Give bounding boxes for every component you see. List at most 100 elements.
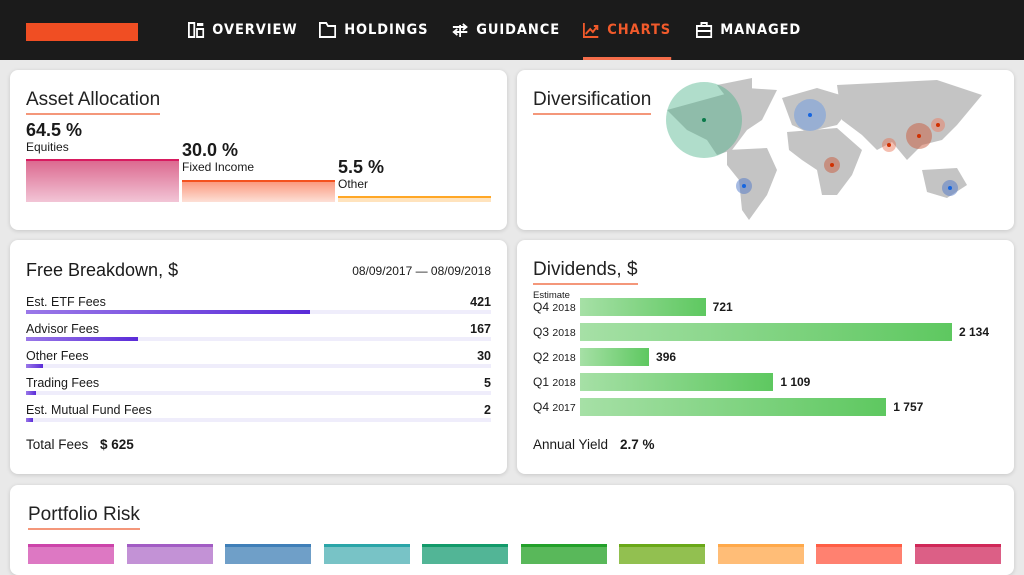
risk-level-swatch[interactable] [225, 544, 311, 564]
total-fees-label: Total Fees [26, 437, 89, 452]
bubble-africa[interactable] [824, 157, 840, 173]
dividend-row: Q4 2018 721 [533, 298, 1013, 316]
risk-level-swatch[interactable] [323, 544, 410, 564]
tab-label: GUIDANCE [476, 22, 561, 38]
region-bubbles [666, 82, 958, 196]
tab-label: OVERVIEW [212, 22, 298, 38]
fee-label: Other Fees [26, 349, 89, 363]
tab-label: MANAGED [720, 22, 802, 38]
fee-bar-track [26, 391, 491, 395]
bubble-north-america[interactable] [666, 82, 742, 158]
dividends-card: Dividends, $ Estimate Q4 2018 721 Q3 2018… [517, 240, 1014, 474]
dividend-row: Q4 2017 1 757 [533, 398, 1013, 416]
year: 2018 [552, 302, 576, 314]
bubble-japan[interactable] [931, 118, 945, 132]
brand-logo[interactable] [26, 23, 138, 41]
bubble-china[interactable] [906, 123, 932, 149]
folder-icon [319, 22, 337, 38]
fee-value: 421 [470, 295, 491, 309]
quarter: Q4 [533, 400, 550, 414]
continents [667, 78, 982, 220]
quarter: Q1 [533, 375, 550, 389]
risk-level-swatch[interactable] [126, 544, 213, 564]
annual-yield-label: Annual Yield [533, 437, 609, 452]
fee-row: Advisor Fees 167 [26, 322, 491, 341]
bubble-south-america[interactable] [736, 178, 752, 194]
risk-level-swatch[interactable] [914, 544, 1001, 564]
fee-row: Est. ETF Fees 421 [26, 295, 491, 314]
quarter-label: Q4 2017 [533, 400, 576, 414]
tab-label: HOLDINGS [344, 22, 429, 38]
tab-holdings[interactable]: HOLDINGS [319, 0, 428, 60]
fee-bar-fill [26, 418, 34, 422]
fee-label: Est. Mutual Fund Fees [26, 403, 152, 417]
quarter: Q4 [533, 300, 550, 314]
chart-line-icon [583, 23, 599, 38]
fee-bar-track [26, 364, 491, 368]
fee-row: Trading Fees 5 [26, 376, 491, 395]
risk-level-swatch[interactable] [422, 544, 508, 564]
risk-level-swatch[interactable] [717, 544, 804, 564]
card-title: Dividends, $ [533, 259, 638, 285]
tab-guidance[interactable]: GUIDANCE [452, 0, 560, 60]
fee-bar-fill [26, 337, 138, 341]
quarter-label: Q1 2018 [533, 375, 576, 389]
allocation-pct: 5.5 % [338, 157, 385, 177]
risk-level-swatch[interactable] [28, 544, 114, 564]
bubble-india[interactable] [882, 138, 896, 152]
allocation-pct: 64.5 % [26, 120, 83, 140]
tab-label: CHARTS [607, 22, 672, 38]
risk-level-swatch[interactable] [816, 544, 902, 564]
risk-level-swatch[interactable] [619, 544, 705, 564]
fee-row: Est. Mutual Fund Fees 2 [26, 403, 491, 422]
diversification-card: Diversification [517, 70, 1014, 230]
year: 2018 [552, 327, 576, 339]
fee-value: 167 [470, 322, 491, 336]
quarter-label: Q3 2018 [533, 325, 576, 339]
briefcase-icon [696, 22, 713, 38]
dividend-bar [580, 298, 706, 316]
dividend-row: Q1 2018 1 109 [533, 373, 1013, 391]
top-nav: OVERVIEW HOLDINGS GUIDANCE CHARTS MANAGE… [0, 0, 1024, 60]
dividend-bar [580, 323, 952, 341]
risk-level-swatch[interactable] [520, 544, 607, 564]
fee-bar-fill [26, 391, 37, 395]
total-fees-value: $ 625 [100, 437, 134, 452]
dashboard-icon [188, 22, 205, 38]
fee-breakdown-card: Free Breakdown, $ 08/09/2017 — 08/09/201… [10, 240, 507, 474]
quarter-label: Q2 2018 [533, 350, 576, 364]
allocation-pct: 30.0 % [182, 140, 239, 160]
fee-label: Advisor Fees [26, 322, 99, 336]
fee-bar-track [26, 337, 491, 341]
allocation-label: Equities [26, 140, 69, 154]
dividend-bar [580, 348, 650, 366]
fee-bar-fill [26, 364, 44, 368]
card-title: Free Breakdown, $ [26, 260, 179, 280]
fee-value: 2 [484, 403, 491, 417]
year: 2017 [552, 402, 576, 414]
quarter-label: Q4 2018 [533, 300, 576, 314]
bubble-europe[interactable] [794, 99, 826, 131]
quarter: Q3 [533, 325, 550, 339]
tab-managed[interactable]: MANAGED [696, 0, 801, 60]
dividend-row: Q3 2018 2 134 [533, 323, 1013, 341]
dividend-bar [580, 373, 774, 391]
dividend-value: 721 [712, 300, 733, 314]
allocation-bar-fixed-income [182, 180, 335, 202]
estimate-label: Estimate [533, 290, 570, 301]
world-map [667, 78, 982, 220]
tab-overview[interactable]: OVERVIEW [188, 0, 298, 60]
tab-charts[interactable]: CHARTS [583, 0, 671, 60]
bubble-australia[interactable] [942, 180, 958, 196]
year: 2018 [552, 377, 576, 389]
fee-bar-track [26, 418, 491, 422]
fee-label: Trading Fees [26, 376, 100, 390]
fee-row: Other Fees 30 [26, 349, 491, 368]
quarter: Q2 [533, 350, 550, 364]
card-title: Diversification [533, 89, 652, 115]
dividend-value: 1 109 [780, 375, 811, 389]
dividend-bar [580, 398, 887, 416]
dividend-value: 396 [656, 350, 677, 364]
fee-bar-fill [26, 310, 310, 314]
allocation-label: Fixed Income [182, 160, 255, 174]
